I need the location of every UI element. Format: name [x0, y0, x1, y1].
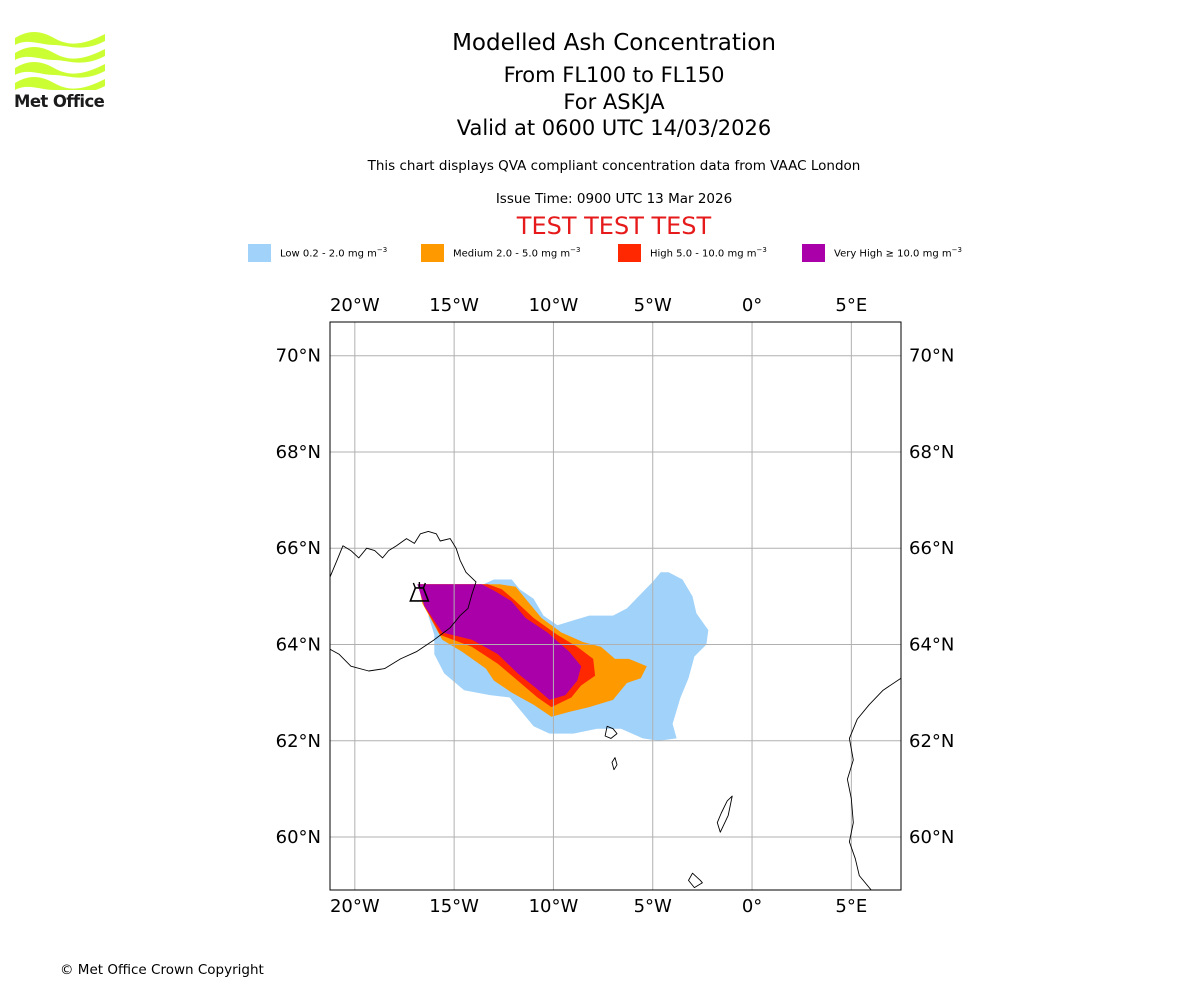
coastline-shetland [716, 795, 733, 833]
coastline-iceland [330, 530, 477, 672]
logo-wave-3 [15, 77, 105, 93]
coastline-faroes [604, 725, 618, 739]
legend-label-medium: Medium 2.0 - 5.0 mg m−3 [453, 246, 581, 260]
lon-tick-label-top: 5°W [634, 295, 672, 316]
map-plot-area [330, 322, 901, 890]
lon-tick-label-top: 20°W [330, 295, 380, 316]
lon-tick-label-bottom: 5°W [634, 896, 672, 917]
lat-tick-label-left: 70°N [276, 346, 321, 367]
legend-swatch-medium [421, 244, 444, 262]
copyright-notice: © Met Office Crown Copyright [60, 962, 264, 978]
ash-zone-very-high [417, 584, 582, 700]
title-line-2: From FL100 to FL150 [503, 63, 725, 87]
legend-swatch-low [248, 244, 271, 262]
legend-label-very-high: Very High ≥ 10.0 mg m−3 [834, 246, 962, 260]
met-office-logo: Met Office [14, 28, 110, 114]
lat-tick-label-left: 60°N [276, 827, 321, 848]
lon-tick-label-top: 10°W [529, 295, 579, 316]
lat-tick-label-right: 62°N [909, 731, 954, 752]
issue-time: Issue Time: 0900 UTC 13 Mar 2026 [495, 191, 733, 207]
lat-tick-label-right: 66°N [909, 538, 954, 559]
lon-tick-label-top: 0° [742, 295, 762, 316]
title-line-3: For ASKJA [563, 90, 665, 114]
lon-tick-label-bottom: 10°W [529, 896, 579, 917]
lon-tick-label-top: 5°E [835, 295, 867, 316]
logo-wave-1 [15, 47, 105, 63]
lat-tick-label-left: 68°N [276, 442, 321, 463]
legend-label-high: High 5.0 - 10.0 mg m−3 [650, 246, 767, 260]
title-line-1: Modelled Ash Concentration [452, 30, 776, 56]
logo-wave-2 [15, 62, 105, 78]
title-line-4: Valid at 0600 UTC 14/03/2026 [456, 116, 772, 140]
lon-tick-label-bottom: 20°W [330, 896, 380, 917]
legend-swatch-high [618, 244, 641, 262]
coastline-faroes [611, 757, 618, 771]
logo-text: Met Office [14, 92, 105, 111]
coastline-norway [846, 677, 901, 890]
lon-tick-label-top: 15°W [429, 295, 479, 316]
legend-swatch-very-high [802, 244, 825, 262]
legend-label-low: Low 0.2 - 2.0 mg m−3 [280, 246, 388, 260]
met-office-wave-logo-icon [15, 32, 105, 93]
lat-tick-label-left: 62°N [276, 731, 321, 752]
lon-tick-label-bottom: 15°W [429, 896, 479, 917]
lat-tick-label-left: 64°N [276, 635, 321, 656]
lon-tick-label-bottom: 0° [742, 896, 762, 917]
map-frame [329, 321, 902, 891]
lat-tick-label-left: 66°N [276, 538, 321, 559]
lat-tick-label-right: 68°N [909, 442, 954, 463]
lon-tick-label-bottom: 5°E [835, 896, 867, 917]
subtitle: This chart displays QVA compliant concen… [367, 158, 861, 174]
test-banner: TEST TEST TEST [516, 212, 712, 240]
volcano-icon [409, 581, 430, 602]
coastline-shetland [688, 872, 703, 889]
lat-tick-label-right: 60°N [909, 827, 954, 848]
logo-wave-0 [15, 32, 105, 48]
lat-tick-label-right: 64°N [909, 635, 954, 656]
lat-tick-label-right: 70°N [909, 346, 954, 367]
